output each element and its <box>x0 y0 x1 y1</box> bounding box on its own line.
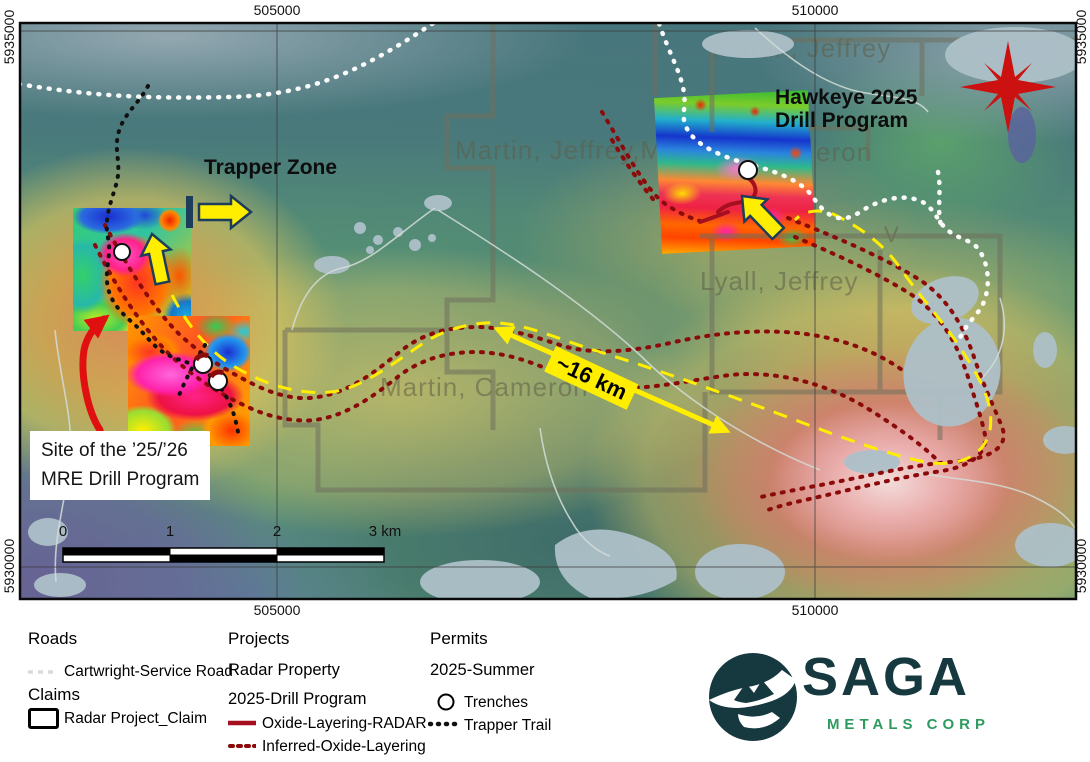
road-line-symbol <box>28 670 58 674</box>
hawkeye-drill-program-label: Hawkeye 2025 Drill Program <box>775 86 917 132</box>
legend-trapper-trail-label: Trapper Trail <box>464 717 552 734</box>
legend-roads-heading: Roads <box>28 629 78 648</box>
inferred-dotted-symbol <box>228 744 256 748</box>
hawkeye-label-line2: Drill Program <box>775 109 909 133</box>
axis-top-505000: 505000 <box>253 2 301 18</box>
trapper-zone-label: Trapper Zone <box>204 156 338 179</box>
oxide-solid-symbol <box>228 720 256 726</box>
legend-inferred-label: Inferred-Oxide-Layering <box>262 738 426 755</box>
legend-permits-heading: Permits <box>430 629 488 648</box>
saga-logo-wordmark: SAGA <box>802 647 971 707</box>
axis-left-5930000: 5930000 <box>1 538 17 594</box>
claim-label-v-fragment: V <box>884 222 900 247</box>
claim-label-martin-jeffrey: Martin, Jeffrey <box>712 33 892 63</box>
legend-road-label: Cartwright-Service Road <box>64 663 233 680</box>
hawkeye-label-line1: Hawkeye 2025 <box>775 86 918 109</box>
mre-site-line2: MRE Drill Program <box>41 468 200 490</box>
claim-label-cameron-fragment: eron <box>816 137 873 167</box>
mre-site-line1: Site of the ’25/’26 <box>41 440 188 461</box>
saga-logo-icon <box>709 653 797 741</box>
axis-right-5935000: 5935000 <box>1073 9 1089 65</box>
legend-drill-program: 2025-Drill Program <box>228 690 367 708</box>
scale-tick-2: 2 <box>272 523 282 540</box>
claim-label-lyall-jeffrey: Lyall, Jeffrey <box>700 266 859 296</box>
axis-top-510000: 510000 <box>791 2 839 18</box>
scale-tick-3km: 3 km <box>368 523 402 540</box>
axis-bottom-505000: 505000 <box>253 602 301 618</box>
axis-left-5935000: 5935000 <box>1 9 17 65</box>
claim-rect-symbol <box>28 708 59 729</box>
scale-tick-1: 1 <box>165 523 175 540</box>
legend-projects-heading: Projects <box>228 629 290 648</box>
mre-site-callout-box: Site of the ’25/’26 MRE Drill Program <box>30 431 211 500</box>
legend-summer-permit: 2025-Summer <box>430 661 535 679</box>
axis-right-5930000: 5930000 <box>1073 538 1089 594</box>
legend-claims-heading: Claims <box>28 685 80 704</box>
scale-tick-0: 0 <box>58 523 68 540</box>
axis-bottom-510000: 510000 <box>791 602 839 618</box>
legend-radar-property: Radar Property <box>228 661 340 679</box>
legend-oxide-label: Oxide-Layering-RADAR <box>262 715 427 732</box>
legend-claim-label: Radar Project_Claim <box>64 710 207 727</box>
claim-label-martin-jeffrey-m: Martin, Jeffrey,M <box>455 135 664 165</box>
saga-logo-tagline: METALS CORP <box>826 716 990 733</box>
legend-trenches-label: Trenches <box>464 694 529 711</box>
trench-circle-symbol <box>437 693 455 711</box>
trapper-magnetics-inset <box>73 208 191 331</box>
mre-magnetics-inset <box>128 316 250 446</box>
trapper-trail-symbol <box>428 721 460 727</box>
